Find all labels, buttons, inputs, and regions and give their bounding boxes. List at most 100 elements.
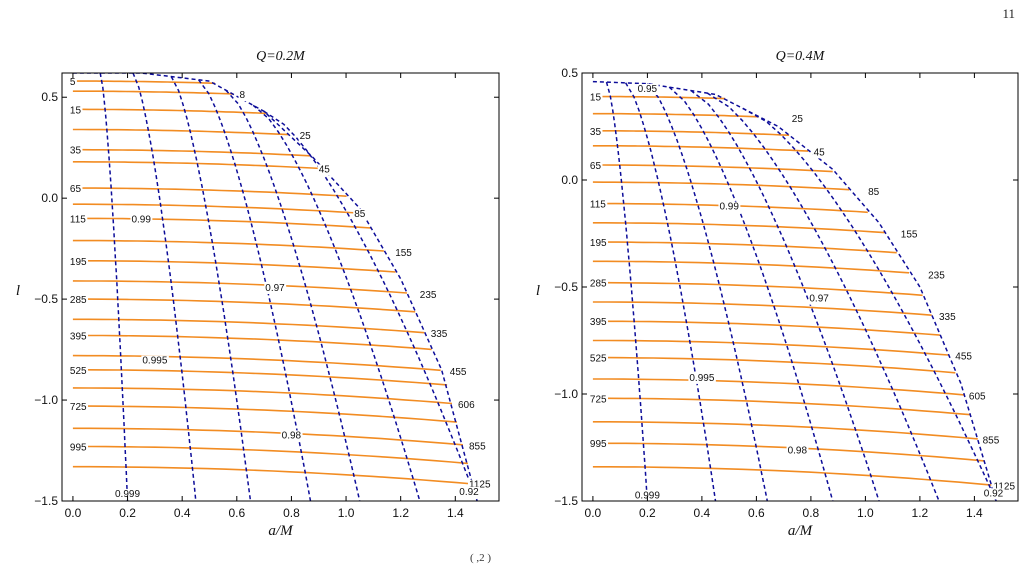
orange-contour-45 bbox=[592, 145, 809, 152]
orange-contour-605 bbox=[592, 378, 965, 396]
orange-label-bg bbox=[353, 208, 367, 220]
blue-label-bg bbox=[458, 486, 481, 498]
blue-label-0.99: 0.99 bbox=[719, 202, 739, 213]
orange-label-195: 195 bbox=[590, 238, 607, 249]
blue-label-0.97: 0.97 bbox=[809, 294, 829, 305]
orange-contour-85 bbox=[592, 181, 850, 191]
blue-label-0.999: 0.999 bbox=[115, 489, 140, 500]
orange-contour-155 bbox=[592, 222, 885, 234]
orange-contour-455 bbox=[72, 354, 441, 372]
x-axis-label: a/M bbox=[788, 523, 814, 539]
orange-label-bg bbox=[588, 92, 603, 104]
orange-label-bg bbox=[68, 256, 89, 268]
x-tick-label: 0.6 bbox=[228, 506, 245, 520]
x-tick-label: 0.6 bbox=[748, 506, 765, 520]
orange-contour-995 bbox=[72, 445, 468, 465]
orange-label-bg bbox=[468, 479, 492, 491]
orange-label-455: 455 bbox=[450, 367, 467, 378]
orange-label-bg bbox=[317, 164, 332, 176]
plot-frame bbox=[61, 72, 500, 502]
orange-label-35: 35 bbox=[590, 127, 602, 138]
blue-label-bg bbox=[688, 372, 716, 384]
orange-label-bg bbox=[927, 270, 947, 282]
orange-label-525: 525 bbox=[590, 354, 607, 365]
blue-label-0.99: 0.99 bbox=[131, 214, 151, 225]
orange-label-15: 15 bbox=[70, 105, 82, 116]
orange-label-bg bbox=[588, 199, 608, 211]
y-tick-label: 0.5 bbox=[41, 90, 58, 104]
orange-label-bg bbox=[588, 278, 609, 290]
orange-contour-15 bbox=[592, 95, 726, 100]
orange-label-395: 395 bbox=[590, 317, 607, 328]
blue-contour-0.99 bbox=[646, 83, 769, 501]
orange-label-25: 25 bbox=[300, 131, 312, 142]
boundary-curve bbox=[72, 73, 478, 501]
orange-label-65: 65 bbox=[70, 184, 82, 195]
blue-contour-unlabeled-5 bbox=[252, 104, 421, 501]
orange-contour-195 bbox=[592, 241, 897, 254]
blue-contour-0.999 bbox=[99, 73, 129, 501]
y-tick-label: −1.5 bbox=[34, 494, 58, 508]
orange-contour-35 bbox=[72, 148, 311, 157]
orange-label-1125: 1125 bbox=[469, 480, 491, 491]
orange-label-bg bbox=[812, 147, 827, 159]
blue-contour-0.97 bbox=[690, 89, 880, 501]
x-tick-label: 0.8 bbox=[283, 506, 300, 520]
orange-contour-855 bbox=[72, 427, 463, 446]
blue-label-bg bbox=[141, 355, 169, 367]
blue-label-0.98: 0.98 bbox=[282, 430, 302, 441]
x-tick-label: 0.8 bbox=[803, 506, 820, 520]
blue-label-0.92: 0.92 bbox=[459, 487, 479, 498]
blue-label-bg bbox=[718, 201, 741, 213]
orange-label-bg bbox=[68, 184, 83, 196]
orange-label-995: 995 bbox=[590, 439, 607, 450]
orange-label-bg bbox=[992, 481, 1017, 493]
orange-label-85: 85 bbox=[354, 209, 366, 220]
blue-contour-0.999 bbox=[605, 81, 649, 501]
orange-label-bg bbox=[68, 365, 89, 377]
orange-contour-195 bbox=[72, 259, 396, 273]
orange-label-bg bbox=[588, 394, 609, 406]
orange-label-bg bbox=[68, 77, 77, 89]
page-number: 11 bbox=[1002, 6, 1015, 21]
blue-contour-0.92 bbox=[742, 107, 997, 501]
orange-contour-65 bbox=[592, 164, 833, 173]
orange-label-bg bbox=[68, 331, 89, 343]
blue-label-0.98: 0.98 bbox=[788, 446, 808, 457]
orange-label-285: 285 bbox=[70, 295, 87, 306]
orange-contour-5 bbox=[72, 80, 216, 85]
orange-contour-395 bbox=[72, 334, 432, 351]
y-axis-label: l bbox=[16, 283, 20, 299]
orange-contour-8 bbox=[72, 90, 234, 95]
orange-label-195: 195 bbox=[70, 257, 87, 268]
orange-label-bg bbox=[457, 400, 477, 411]
orange-label-725: 725 bbox=[590, 394, 607, 405]
blue-label-bg bbox=[808, 293, 831, 305]
y-tick-label: −1.0 bbox=[554, 387, 578, 401]
orange-label-bg bbox=[418, 290, 438, 301]
orange-label-115: 115 bbox=[70, 214, 86, 225]
orange-label-bg bbox=[938, 311, 958, 323]
orange-label-335: 335 bbox=[939, 312, 956, 323]
orange-label-45: 45 bbox=[319, 164, 331, 175]
orange-label-bg bbox=[68, 442, 89, 454]
orange-contour-235 bbox=[592, 260, 910, 274]
orange-label-155: 155 bbox=[395, 248, 412, 259]
x-tick-label: 0.0 bbox=[585, 506, 602, 520]
orange-label-bg bbox=[588, 238, 609, 250]
y-axis-label: l bbox=[536, 283, 540, 299]
blue-label-0.97: 0.97 bbox=[265, 283, 285, 294]
blue-label-bg bbox=[113, 488, 142, 500]
orange-label-bg bbox=[867, 186, 881, 198]
orange-contour-35 bbox=[592, 130, 790, 136]
orange-label-bg bbox=[448, 367, 468, 378]
orange-label-bg bbox=[429, 329, 449, 341]
orange-contour-65 bbox=[72, 187, 347, 197]
x-tick-label: 1.2 bbox=[912, 506, 929, 520]
blue-contour-0.98 bbox=[668, 86, 834, 501]
blue-label-bg bbox=[636, 84, 659, 95]
orange-label-35: 35 bbox=[70, 146, 82, 157]
y-tick-label: −0.5 bbox=[34, 292, 58, 306]
orange-label-235: 235 bbox=[928, 270, 945, 281]
blue-label-bg bbox=[264, 283, 287, 294]
